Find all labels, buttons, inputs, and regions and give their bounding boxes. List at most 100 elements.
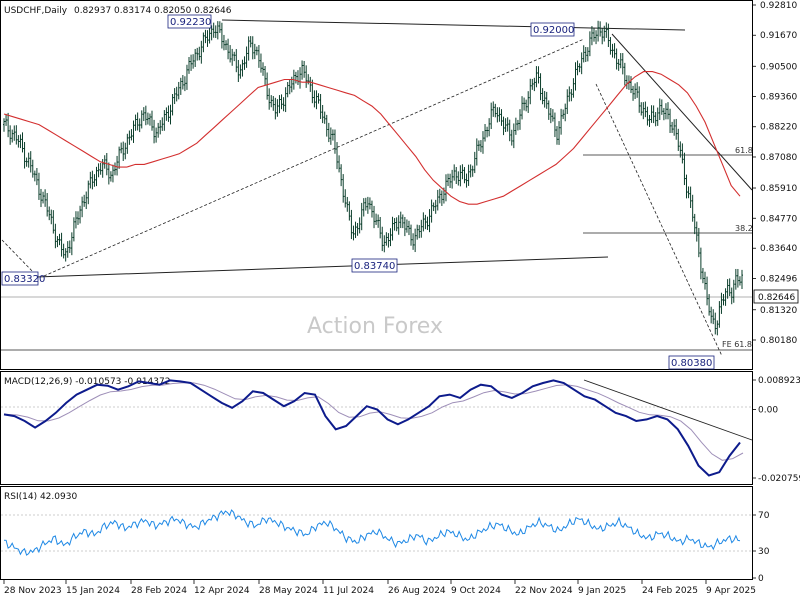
price-tick-label: 0.87080 [760, 153, 797, 163]
price-candle [426, 216, 429, 230]
date-tick-label: 24 Feb 2025 [642, 586, 698, 596]
price-candle [722, 293, 725, 306]
price-candle [66, 241, 69, 258]
price-candle [475, 138, 478, 166]
price-candle [93, 174, 96, 187]
price-candle [29, 151, 32, 173]
price-candle [130, 129, 133, 141]
price-candle [74, 211, 77, 229]
price-candle [336, 142, 339, 170]
price-candle [403, 216, 406, 237]
price-candle [461, 164, 464, 180]
price-candle [689, 186, 692, 209]
price-candle [592, 28, 595, 42]
price-candle [574, 62, 577, 91]
price-candle [348, 201, 351, 221]
macd-tick-label: 0.008923 [758, 376, 800, 386]
price-candle [543, 91, 546, 108]
price-candle [465, 173, 468, 188]
price-candle [590, 26, 593, 46]
date-tick-label: 28 Nov 2023 [4, 586, 62, 596]
macd-tick-label: 0.00 [758, 405, 778, 415]
price-candle [50, 209, 53, 225]
price-candle [463, 167, 466, 184]
price-candle [325, 114, 328, 137]
trendlines [1, 19, 753, 357]
price-candle [385, 232, 388, 246]
price-candle [331, 129, 334, 141]
price-candle [288, 79, 291, 95]
price-tick-label: 0.85910 [760, 184, 797, 194]
price-candle [54, 223, 57, 249]
price-candle [440, 190, 443, 206]
price-candle [196, 47, 199, 61]
price-candle [695, 221, 698, 242]
price-candle [405, 219, 408, 233]
price-candle [235, 49, 238, 73]
price-candle [486, 126, 489, 138]
price-candle [99, 162, 102, 175]
tag-083740: 0.83740 [354, 261, 395, 272]
price-candle [373, 205, 376, 229]
price-candle [533, 77, 536, 92]
price-candle [327, 122, 330, 143]
price-candle [142, 107, 145, 122]
lower-channel-line [35, 256, 609, 278]
price-panel-frame [0, 0, 753, 370]
date-tick-label: 28 May 2024 [259, 586, 318, 596]
price-candle [52, 210, 55, 234]
upper-channel-line [221, 19, 686, 31]
price-candle [225, 40, 228, 51]
price-candle [714, 312, 717, 335]
price-candle [632, 85, 635, 101]
price-candle [656, 107, 659, 126]
price-candle [122, 141, 125, 161]
price-candle [685, 174, 688, 199]
price-candle [449, 173, 452, 188]
rsi-line [3, 509, 741, 556]
price-candle [506, 117, 509, 132]
price-candle [231, 48, 234, 66]
price-candle [634, 83, 637, 99]
price-candle [640, 102, 643, 116]
price-candle [206, 30, 209, 47]
price-candle [280, 94, 283, 110]
price-candle [558, 121, 561, 145]
rsi-header: RSI(14) 42.0930 [4, 492, 77, 502]
price-candles [3, 20, 743, 336]
price-candle [128, 130, 131, 145]
price-candle [311, 79, 314, 104]
price-candle [471, 165, 474, 177]
price-candle [42, 191, 45, 204]
price-candle [181, 75, 184, 90]
rsi-tick-label: 30 [758, 547, 770, 557]
price-candle [545, 91, 548, 109]
price-candle [305, 65, 308, 88]
price-candle [17, 135, 20, 148]
price-candle [9, 125, 12, 145]
price-candle [383, 235, 386, 253]
tag-box-092000 [530, 22, 575, 37]
price-candle [496, 107, 499, 123]
price-candle [664, 103, 667, 120]
price-candle [516, 119, 519, 131]
moving-average-line [3, 71, 741, 205]
price-candle [416, 224, 419, 240]
rsi-tick-label: 0 [758, 574, 764, 584]
price-candle [155, 127, 158, 143]
price-candle [488, 118, 491, 137]
price-candle [381, 226, 384, 252]
price-candle [730, 287, 733, 305]
price-candle [562, 109, 565, 120]
price-candle [161, 117, 164, 131]
tag-box-083320 [1, 271, 39, 286]
price-candle [566, 89, 569, 115]
price-candle [5, 113, 8, 126]
price-candle [370, 200, 373, 218]
price-candle [379, 216, 382, 239]
price-candle [175, 86, 178, 102]
price-candle [738, 276, 741, 286]
price-candle [309, 76, 312, 92]
price-candle [237, 59, 240, 82]
date-tick-label: 28 Feb 2024 [131, 586, 187, 596]
